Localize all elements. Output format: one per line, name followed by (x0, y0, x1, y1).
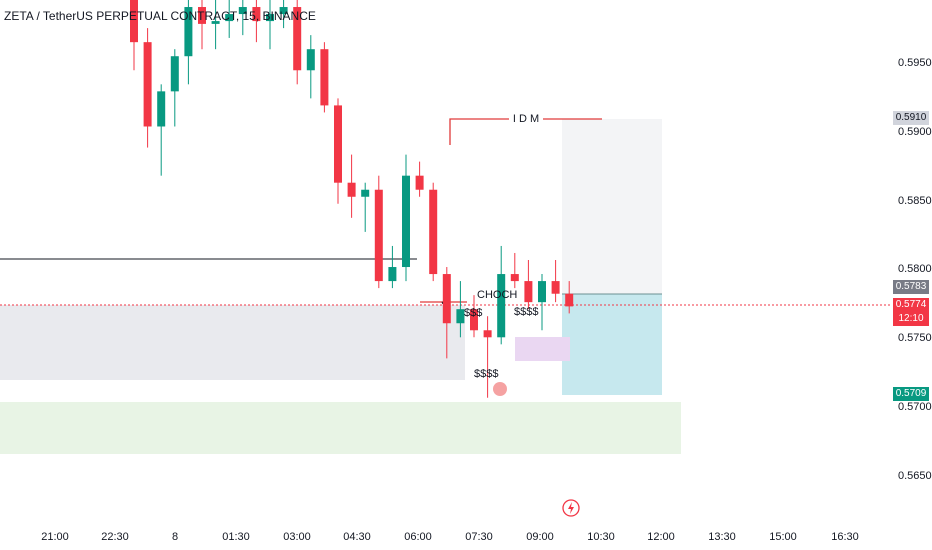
time-tick: 10:30 (587, 531, 615, 543)
time-tick: 15:00 (769, 531, 797, 543)
bear-candle (551, 281, 560, 294)
time-axis[interactable]: 21:00 22:30 8 01:30 03:00 04:30 06:00 07… (41, 531, 859, 543)
price-tick: 0.5850 (898, 195, 932, 207)
price-tick: 0.5750 (898, 332, 932, 344)
price-tick: 0.5700 (898, 401, 932, 413)
chart-title: ZETA / TetherUS PERPETUAL CONTRACT, 15, … (4, 9, 316, 23)
bear-candle (429, 189, 438, 275)
time-tick: 21:00 (41, 531, 69, 543)
time-tick: 22:30 (101, 531, 129, 543)
bear-candle (143, 42, 152, 127)
sweep-marker (493, 382, 507, 396)
bull-candle (157, 91, 166, 127)
bear-candle (442, 274, 451, 324)
bull-candle (211, 21, 220, 24)
time-tick: 01:30 (222, 531, 250, 543)
time-tick: 12:00 (647, 531, 675, 543)
candle-group (130, 0, 574, 398)
time-tick: 04:30 (343, 531, 371, 543)
idm-label: I D M (513, 113, 539, 125)
bear-candle (374, 189, 383, 282)
inducement-zone (515, 337, 570, 361)
bear-candle (565, 293, 574, 307)
liquidity-label-1: $$$ (464, 307, 482, 319)
bull-candle (306, 49, 315, 71)
bear-candle (198, 7, 206, 24)
bull-candle (225, 14, 234, 22)
bear-candle (293, 7, 302, 71)
lightning-icon[interactable] (562, 499, 580, 517)
price-tick: 0.5900 (898, 126, 932, 138)
bear-candle (524, 281, 533, 303)
liquidity-label-2: $$$$ (474, 368, 498, 380)
last-price-value: 0.5774 (895, 299, 927, 310)
bull-candle (402, 175, 410, 268)
bull-candle (361, 189, 370, 197)
bull-candle (388, 267, 397, 282)
bear-candle (320, 49, 329, 106)
bull-candle (538, 281, 546, 303)
target-price-tag: 0.5709 (893, 387, 929, 401)
bear-candle (510, 274, 519, 282)
supply-zone (0, 305, 465, 380)
bear-candle (334, 105, 342, 183)
bull-candle (238, 7, 247, 15)
target-zone (562, 294, 662, 395)
entry-price-tag: 0.5783 (893, 280, 929, 294)
bear-candle (252, 7, 261, 22)
time-tick: 09:00 (526, 531, 554, 543)
time-tick: 13:30 (708, 531, 736, 543)
countdown-timer: 12:10 (898, 313, 924, 324)
demand-zone (0, 402, 681, 454)
price-axis[interactable]: 0.5950 0.5900 0.5850 0.5800 0.5750 0.570… (898, 57, 932, 482)
time-tick: 06:00 (404, 531, 432, 543)
time-tick: 8 (172, 531, 178, 543)
bear-candle (415, 175, 424, 190)
bear-candle (470, 309, 478, 331)
time-tick: 16:30 (831, 531, 859, 543)
bear-candle (130, 0, 138, 43)
stop-zone (562, 119, 662, 294)
time-tick: 03:00 (283, 531, 311, 543)
idm-line (449, 118, 602, 145)
price-tick: 0.5800 (898, 263, 932, 275)
bull-candle (456, 309, 465, 324)
last-price-tag: 0.5774 12:10 (893, 298, 929, 326)
price-tick: 0.5650 (898, 470, 932, 482)
bear-candle (483, 330, 492, 338)
time-tick: 07:30 (465, 531, 493, 543)
bull-candle (170, 56, 179, 92)
liquidity-label-3: $$$$ (514, 306, 538, 318)
bull-candle (497, 274, 506, 338)
choch-label: CHOCH (477, 289, 517, 301)
bull-candle (279, 7, 288, 15)
bull-candle (266, 14, 274, 22)
bear-candle (347, 182, 356, 197)
price-tick: 0.5950 (898, 57, 932, 69)
idm-price-tag: 0.5910 (893, 111, 929, 125)
bull-candle (184, 7, 193, 57)
